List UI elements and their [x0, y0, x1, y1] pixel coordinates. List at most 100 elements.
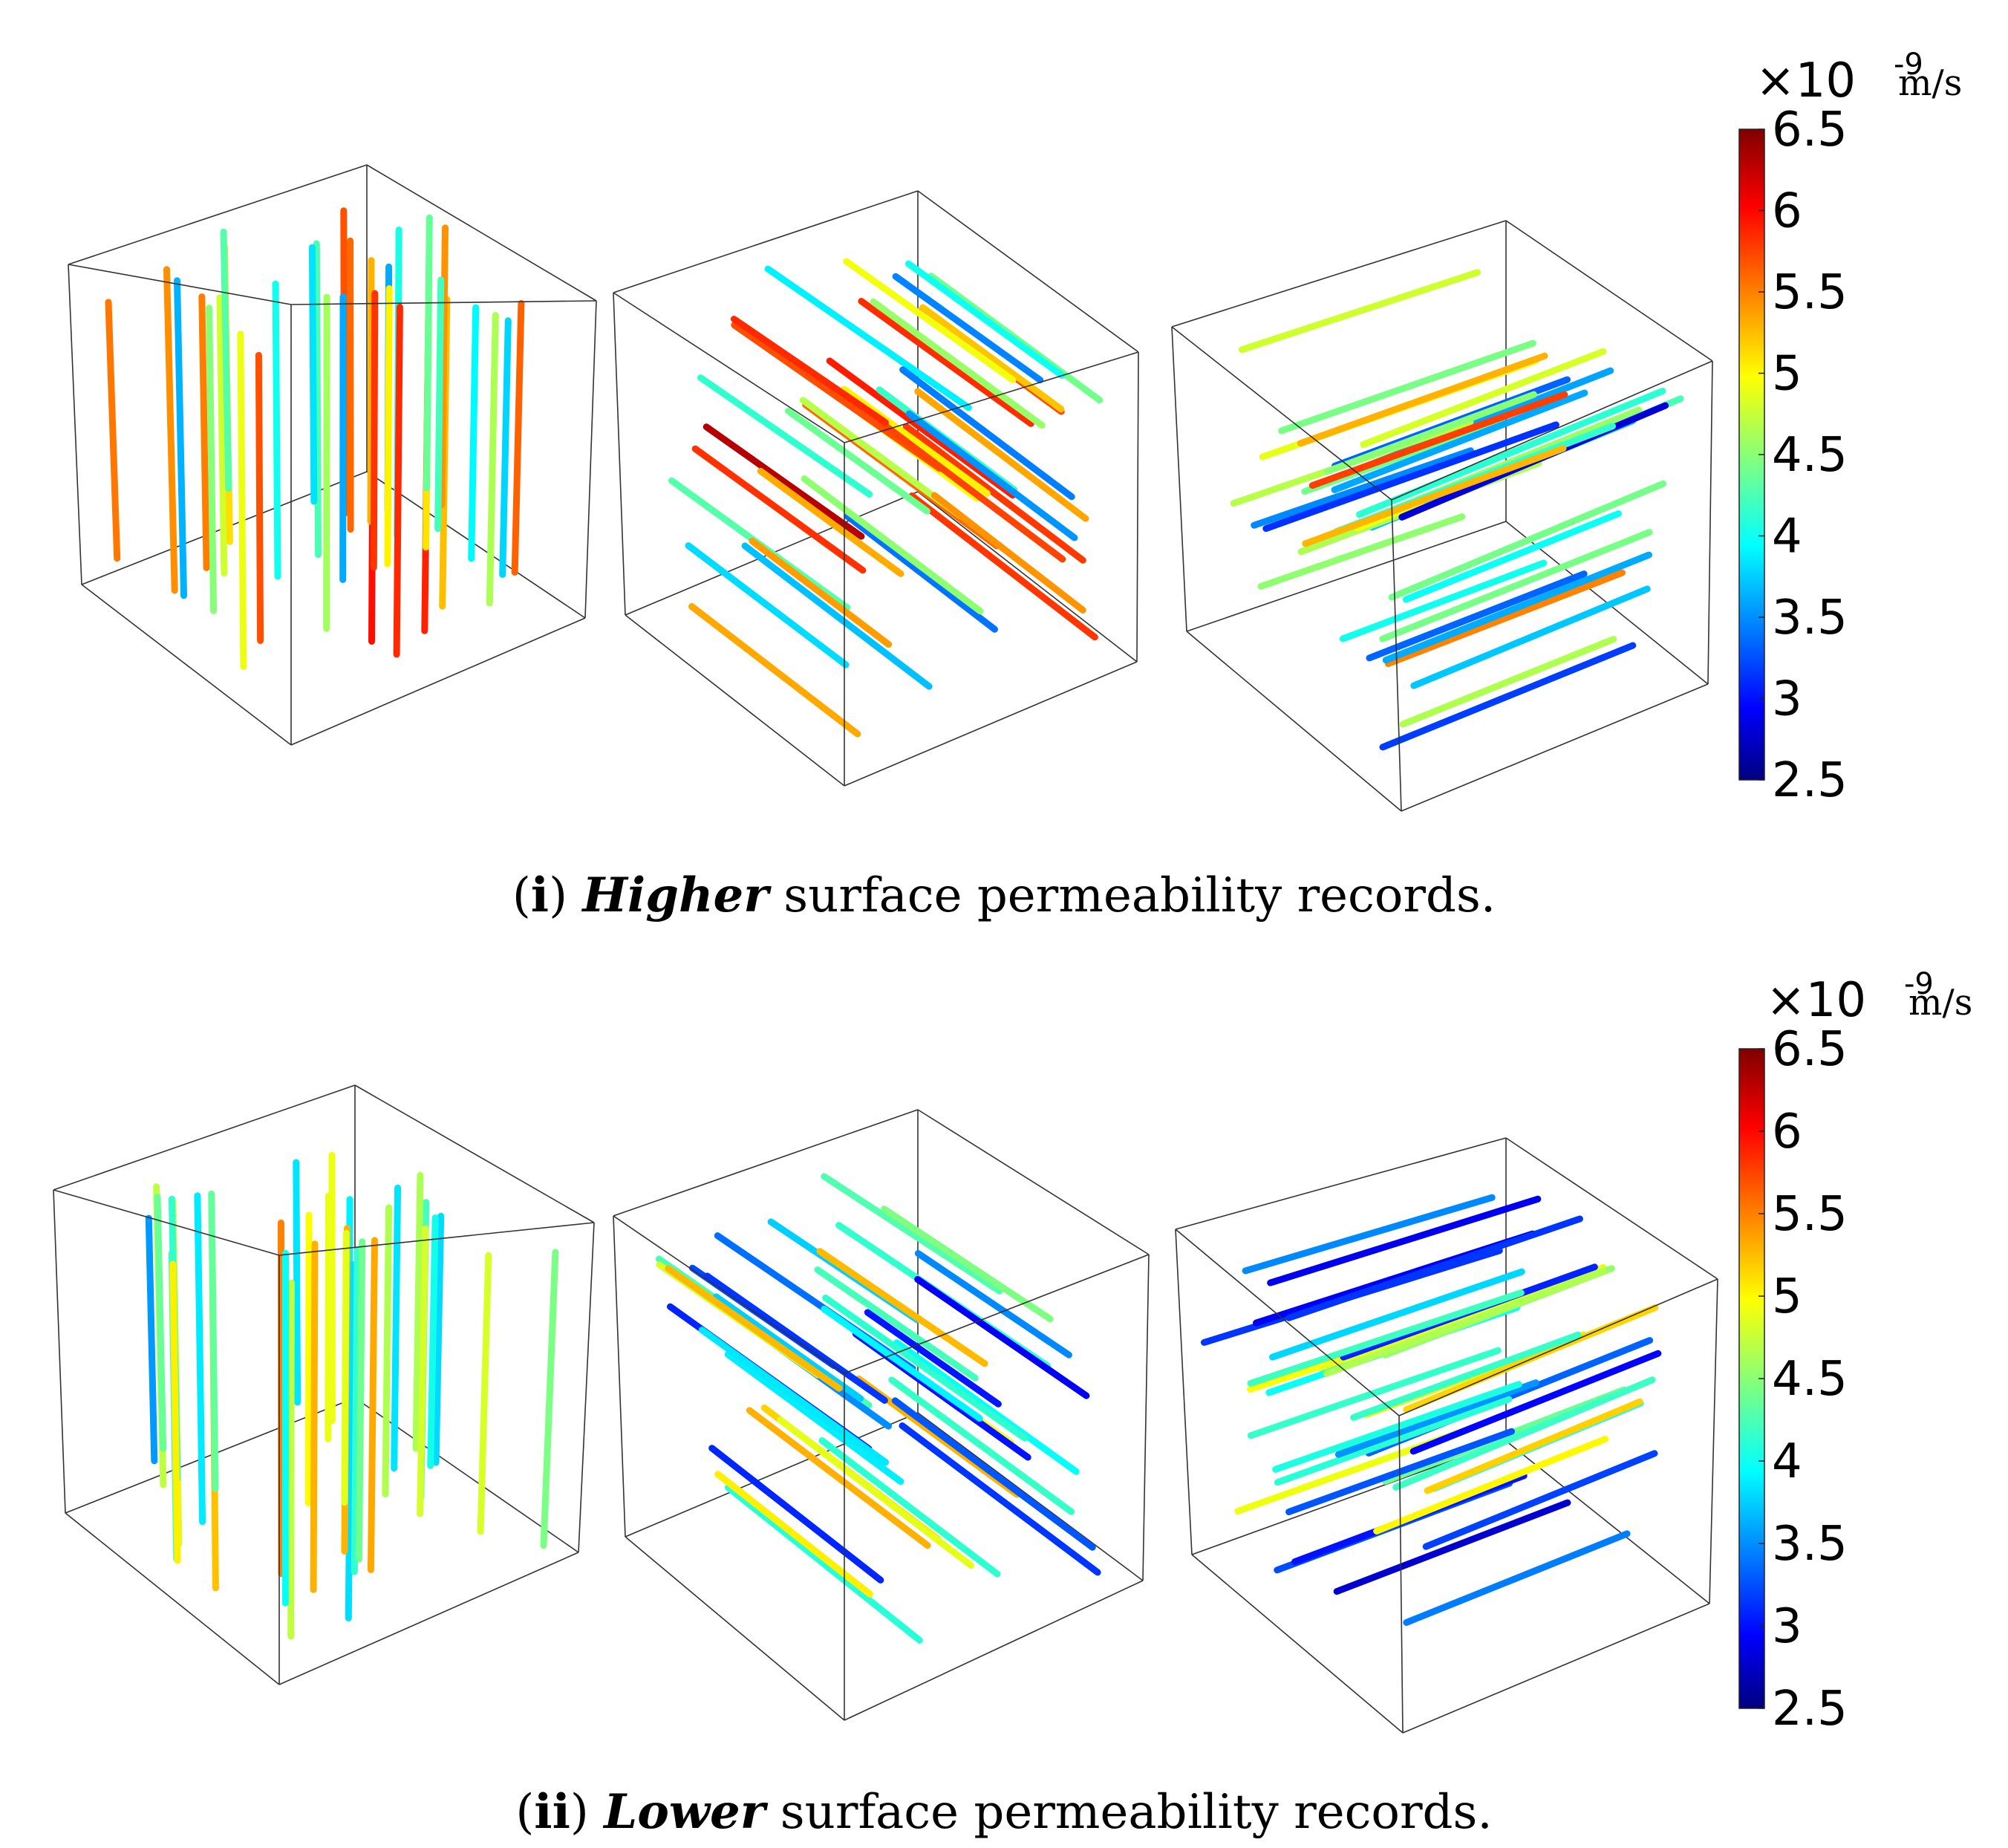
colorbar-i-tick-label: 4: [1772, 510, 1802, 565]
fracture-segment: [293, 1159, 301, 1406]
colorbar-i-tick-label: 3.5: [1772, 590, 1848, 645]
fracture-segment: [1410, 585, 1651, 689]
colorbar-i: ×10 -9 m/s 6.5 6 5.5 5 4.5 4 3.5 3 2.5: [1738, 48, 1962, 808]
fracture-segment: [1388, 480, 1666, 601]
cube-edge-back: [68, 164, 368, 265]
fracture-segment: [341, 1230, 350, 1506]
cube-edge-front: [1175, 1229, 1400, 1416]
cube-edge-front: [1191, 1554, 1404, 1734]
colorbar-ii-tick-label: 6.5: [1772, 1022, 1848, 1077]
colorbar-i-tick-label: 6: [1772, 184, 1802, 239]
fracture-segment: [367, 1237, 378, 1573]
fracture-segment: [844, 513, 998, 633]
fracture-segment: [499, 317, 512, 578]
caption-i-label-wrap: (i): [512, 868, 583, 923]
fracture-segment: [432, 1212, 445, 1466]
fracture-segment: [1339, 559, 1548, 642]
fracture-segment: [1409, 1350, 1662, 1455]
cube-edge-front: [625, 614, 845, 787]
fracture-segment: [741, 542, 933, 690]
fracture-segment: [764, 265, 972, 411]
fracture-segment: [826, 357, 1017, 499]
fracture-segment: [1379, 642, 1637, 751]
cube-edge-front: [625, 1536, 845, 1721]
fracture-segment: [1278, 339, 1536, 435]
fracture-segment: [730, 316, 889, 426]
fracture-segment: [163, 266, 178, 594]
cube-edge-front: [844, 1580, 1144, 1721]
fracture-segment: [438, 224, 449, 509]
fracture-segment: [1373, 1435, 1609, 1535]
panel-i-cube-3: [1171, 220, 1713, 812]
cube-edge-front: [1391, 499, 1402, 812]
fracture-segment: [1384, 569, 1626, 668]
fracture-segment: [1402, 510, 1622, 603]
fracture-segment: [881, 1206, 1054, 1323]
cube-edge-front: [290, 300, 597, 305]
fracture-segment: [801, 475, 984, 615]
fracture-segment: [902, 423, 1086, 564]
fracture-segment: [1356, 387, 1666, 518]
fracture-segment: [1267, 1195, 1542, 1286]
fracture-segment: [1350, 1331, 1582, 1421]
caption-i-text: surface permeability records.: [768, 868, 1496, 923]
fracture-segment: [540, 1249, 559, 1549]
fracture-segment: [208, 1190, 219, 1492]
fracture-segment: [724, 1351, 904, 1486]
fracture-segment: [1334, 1379, 1539, 1458]
panel-i-cube-2: [613, 190, 1139, 787]
fracture-segment: [777, 1416, 975, 1569]
cube-edge-front: [53, 1189, 66, 1514]
colorbar-ii-tick-label: 5.5: [1772, 1187, 1848, 1242]
fracture-segment: [822, 1294, 1029, 1442]
cube-edge-front: [1391, 360, 1713, 501]
fracture-segment: [304, 1211, 313, 1507]
fracture-segment: [688, 603, 861, 738]
cube-edge-front: [1401, 683, 1709, 812]
cube-edge-front: [1709, 1278, 1718, 1604]
cube-edge-front: [290, 617, 586, 746]
fracture-segment: [1399, 636, 1617, 728]
fracture-segment: [1360, 348, 1607, 448]
fracture-segment: [427, 1214, 439, 1469]
cube-edge-front: [53, 1189, 280, 1256]
fracture-segment: [904, 260, 1066, 379]
fracture-segment: [1323, 391, 1537, 475]
fracture-segment: [1403, 1530, 1631, 1626]
fracture-segment: [194, 1192, 206, 1526]
cube-edge-front: [68, 264, 292, 305]
cube-edge-front: [1171, 326, 1187, 632]
fracture-segment: [685, 542, 850, 668]
fracture-segment: [864, 1309, 1002, 1408]
fracture-segment: [821, 1305, 983, 1422]
fracture-segment: [1366, 570, 1588, 662]
colorbar-i-tick-label: 4.5: [1772, 428, 1848, 483]
cube-edge-back: [917, 491, 1138, 663]
cube-edge-back: [53, 1084, 356, 1191]
cube-edge-front: [1186, 631, 1402, 812]
cube-edge-front: [844, 661, 1138, 787]
fracture-segment: [154, 1194, 167, 1452]
fracture-segment: [757, 467, 904, 577]
fracture-segment: [870, 298, 1046, 429]
fracture-segment: [1392, 1376, 1656, 1491]
fracture-segment: [843, 258, 1017, 384]
cube-edge-back: [1186, 521, 1507, 632]
fracture-segment: [1238, 269, 1481, 354]
colorbar-ii: ×10 -9 m/s 6.5 6 5.5 5 4.5 4 3.5 3 2.5: [1738, 967, 1972, 1737]
fracture-segment: [697, 374, 873, 498]
caption-i-label: i: [530, 868, 550, 923]
fracture-segment: [816, 1248, 988, 1367]
cube-edge-front: [613, 1215, 845, 1374]
cube-edge-back: [366, 164, 597, 302]
cube-edge-back: [366, 471, 586, 619]
fracture-segment: [821, 1173, 1003, 1295]
fracture-segment: [355, 1238, 366, 1563]
cube-edge-front: [65, 1512, 280, 1685]
fracture-segment: [905, 410, 1078, 541]
fracture-segment: [908, 492, 1098, 641]
cube-edge-front: [613, 1215, 626, 1538]
fracture-segment: [899, 366, 1075, 501]
fracture-segment: [412, 1171, 424, 1452]
cube-edge-back: [1171, 220, 1507, 328]
